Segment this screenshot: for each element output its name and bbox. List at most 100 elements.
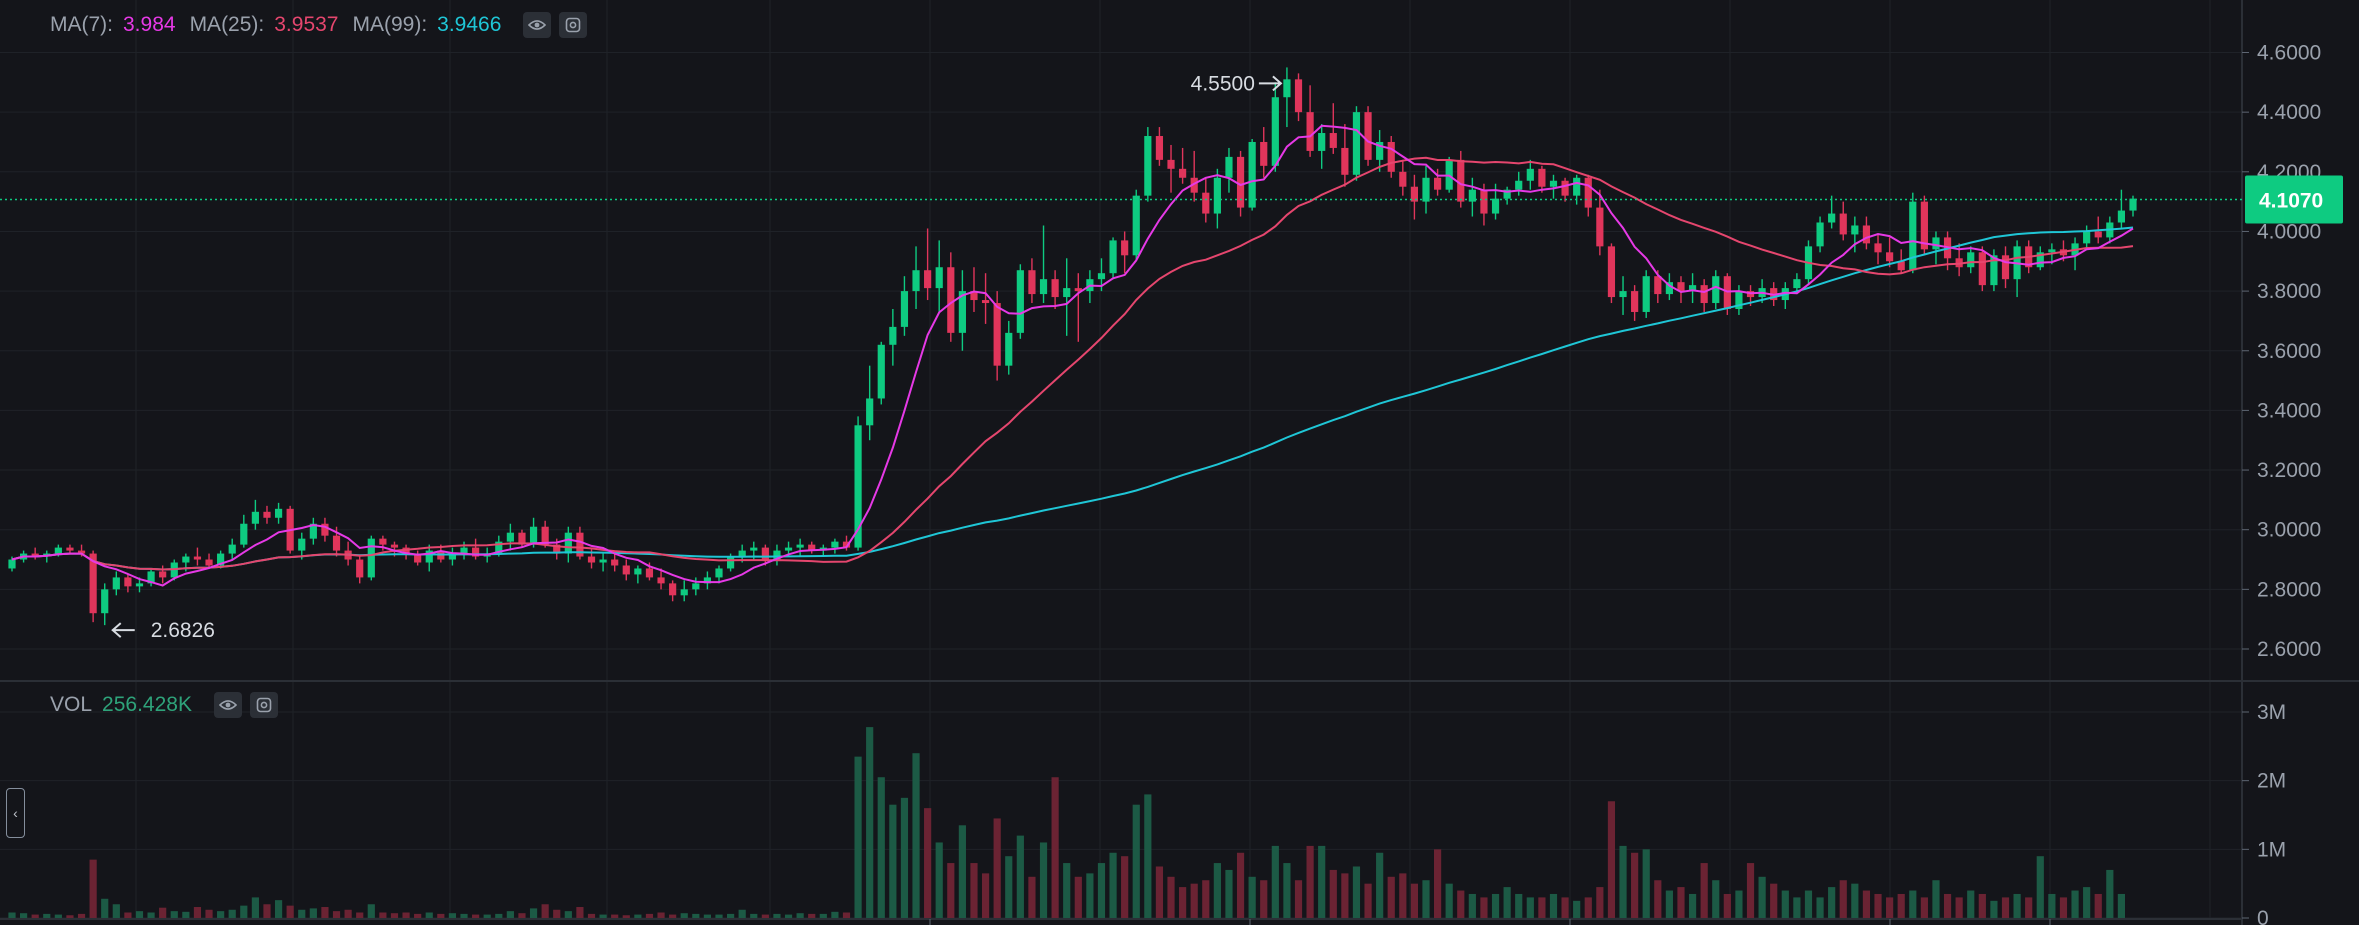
- volume-tick-label: 2M: [2257, 770, 2286, 793]
- candle-body: [1793, 279, 1801, 289]
- settings-icon[interactable]: [249, 692, 278, 718]
- volume-bar: [657, 912, 665, 918]
- volume-bar: [1897, 893, 1905, 918]
- candle-body: [622, 565, 630, 575]
- candle-body: [1619, 291, 1627, 298]
- candle-body: [2048, 249, 2056, 253]
- candle-body: [367, 538, 375, 578]
- candle-body: [1410, 186, 1419, 202]
- candle-body: [1909, 201, 1917, 271]
- candle-body: [159, 571, 167, 578]
- volume-bar: [993, 818, 1001, 918]
- price-tick-label: 4.0000: [2257, 220, 2321, 243]
- volume-bar: [518, 913, 526, 918]
- volume-bar: [634, 914, 642, 918]
- volume-bar: [483, 914, 491, 918]
- volume-bar: [1422, 880, 1430, 918]
- volume-bar: [1886, 897, 1894, 918]
- volume-bar: [1236, 852, 1245, 918]
- volume-bar: [217, 911, 225, 918]
- volume-bar: [54, 914, 62, 918]
- volume-bar: [2025, 897, 2033, 918]
- candle-body: [1839, 213, 1847, 235]
- candle-body: [1677, 282, 1685, 292]
- volume-bar: [1828, 887, 1836, 918]
- volume-tick-label: 3M: [2257, 701, 2286, 724]
- settings-icon[interactable]: [559, 12, 588, 38]
- volume-bar: [970, 863, 978, 918]
- candle-body: [1063, 288, 1071, 298]
- volume-bar: [669, 914, 677, 918]
- candle-body: [564, 532, 572, 554]
- candle-body: [1213, 177, 1221, 214]
- moving-average-lines: [11, 124, 2134, 587]
- volume-bar: [1341, 873, 1349, 918]
- candle-body: [1039, 279, 1048, 295]
- candle-body: [321, 523, 329, 536]
- volume-bar: [2013, 893, 2021, 918]
- candle-body: [1179, 168, 1187, 178]
- eye-icon[interactable]: [213, 692, 242, 718]
- candle-body: [495, 541, 503, 554]
- price-tick-label: 4.6000: [2257, 42, 2321, 65]
- low-price-annotation: 2.6826: [151, 619, 215, 642]
- left-arrow-icon: [111, 622, 135, 638]
- volume-bar: [228, 909, 236, 918]
- candle-body: [1538, 168, 1546, 187]
- candle-body: [1433, 177, 1442, 190]
- price-tick-label: 4.4000: [2257, 101, 2321, 124]
- price-tick-label: 3.6000: [2257, 340, 2321, 363]
- candle-body: [553, 544, 561, 554]
- price-tick-label: 3.2000: [2257, 459, 2321, 482]
- ma7-label: MA(7):: [50, 13, 113, 36]
- ma25-label: MA(25):: [189, 13, 265, 36]
- volume-bar: [1051, 777, 1059, 918]
- volume-bar: [1248, 876, 1256, 918]
- candle-body: [332, 535, 341, 551]
- price-tick-label: 2.8000: [2257, 578, 2321, 601]
- candle-body: [877, 344, 885, 399]
- volume-bar: [587, 913, 596, 918]
- candle-body: [1028, 270, 1036, 295]
- collapse-arrow-icon[interactable]: ‹: [6, 788, 25, 838]
- volume-bar: [2059, 897, 2068, 918]
- eye-icon[interactable]: [523, 12, 552, 38]
- candle-body: [2036, 252, 2044, 268]
- price-tick-label: 2.6000: [2257, 638, 2321, 661]
- candle-body: [726, 556, 735, 569]
- candle-body: [472, 547, 480, 557]
- volume-bar: [159, 907, 167, 918]
- volume-bar: [344, 909, 352, 918]
- candle-body: [147, 571, 155, 584]
- volume-bar: [599, 914, 607, 918]
- candle-body: [1283, 79, 1291, 98]
- volume-bar: [889, 804, 897, 918]
- volume-bar: [1132, 804, 1140, 918]
- price-tick-label: 3.4000: [2257, 399, 2321, 422]
- volume-bar: [866, 727, 874, 918]
- candle-body: [1828, 213, 1836, 223]
- volume-bar: [738, 909, 746, 918]
- right-arrow-icon: [1258, 75, 1283, 92]
- volume-bar: [1376, 852, 1384, 918]
- volume-bar: [1642, 849, 1650, 918]
- volume-bar: [402, 912, 410, 918]
- candle-body: [379, 538, 387, 545]
- volume-bar: [31, 914, 39, 918]
- volume-bar: [1433, 849, 1442, 918]
- volume-bar: [622, 915, 630, 918]
- candle-body: [1109, 240, 1117, 274]
- volume-bar: [611, 914, 619, 918]
- candle-body: [1167, 159, 1175, 169]
- volume-bar: [77, 913, 86, 918]
- candle-body: [1387, 141, 1395, 172]
- candle-body: [112, 577, 120, 590]
- volume-bar: [715, 914, 723, 918]
- candle-body: [2001, 255, 2010, 280]
- volume-bar: [784, 914, 793, 918]
- current-price-badge: [2245, 175, 2343, 224]
- candle-body: [1051, 279, 1059, 298]
- volume-bar: [19, 913, 28, 918]
- candle-body: [738, 550, 746, 557]
